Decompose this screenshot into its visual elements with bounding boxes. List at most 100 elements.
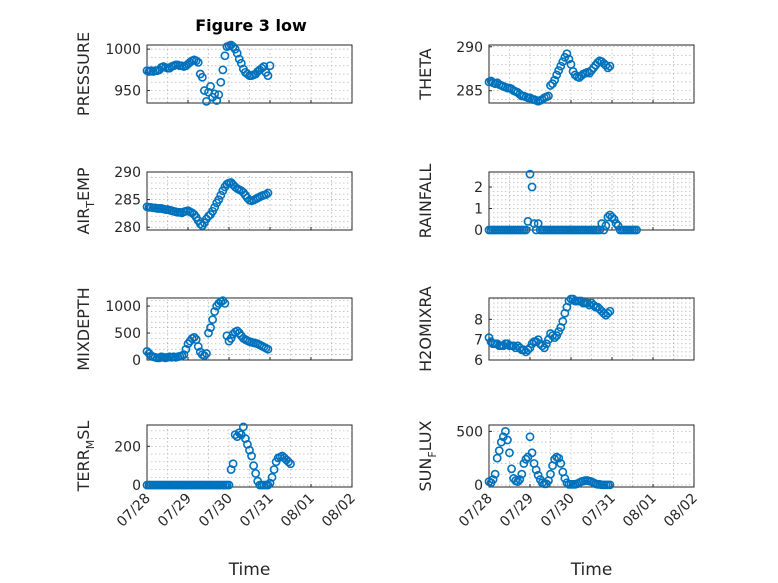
y-axis-label-main: PRESSURE (74, 32, 93, 116)
y-axis-label: RAINFALL (416, 164, 435, 239)
data-point (523, 345, 533, 355)
data-point (632, 225, 641, 235)
data-point (208, 315, 217, 324)
data-point (507, 464, 516, 474)
y-tick-label: 200 (114, 439, 141, 455)
data-point (605, 480, 615, 490)
data-point (216, 77, 226, 87)
y-tick-label: 500 (114, 326, 141, 342)
data-point (230, 44, 240, 54)
y-tick-label: 0 (474, 223, 483, 239)
data-point (249, 461, 258, 471)
y-tick-label: 280 (114, 220, 141, 236)
data-point (560, 474, 570, 483)
data-point (494, 446, 504, 456)
data-point (517, 469, 527, 479)
y-axis-label: AIRTEMP (74, 167, 97, 234)
data-point (556, 61, 566, 71)
data-point (263, 480, 273, 490)
y-tick-label: 1000 (105, 42, 141, 58)
y-tick-label: 290 (114, 165, 141, 181)
y-axis-label-main: MIXDEPTH (74, 287, 93, 370)
data-point (206, 323, 215, 333)
data-point (243, 69, 252, 79)
data-point (179, 350, 189, 360)
data-point (500, 427, 510, 436)
data-point (519, 459, 529, 468)
y-axis-label-tail: SL (74, 421, 93, 440)
x-tick-label: 07/30 (538, 491, 578, 531)
y-axis-label-main: THETA (416, 48, 435, 100)
x-tick-label: 07/29 (155, 491, 195, 531)
data-point (214, 90, 224, 100)
data-point (527, 448, 537, 458)
axes-frame (146, 424, 353, 488)
data-point (220, 298, 230, 308)
subplot-2: 285 290 THETA (416, 40, 695, 106)
data-point (521, 225, 531, 235)
subplot-4: 0 1 2 RAINFALL (416, 164, 695, 239)
x-tick-label: 07/31 (579, 491, 619, 531)
data-point (195, 219, 205, 229)
data-point (226, 334, 236, 343)
y-axis-label-tail: LUX (416, 420, 435, 451)
y-tick-label: 8 (474, 312, 483, 328)
data-point (199, 351, 209, 361)
data-point (210, 202, 220, 212)
data-point (263, 344, 273, 354)
data-point (286, 459, 295, 469)
x-axis-label: Time (228, 560, 271, 580)
data-point (609, 214, 619, 224)
x-tick-label: 07/31 (237, 491, 277, 531)
x-tick-label: 08/02 (661, 491, 701, 531)
data-point (247, 451, 256, 461)
y-tick-label: 950 (114, 84, 141, 100)
data-point (218, 65, 228, 75)
y-tick-label: 0 (132, 478, 141, 494)
subplot-8: 07/28 07/29 07/30 07/31 08/01 08/02 0 500 SUNFLU… (416, 420, 701, 580)
x-tick-label: 08/01 (278, 491, 318, 531)
data-point (267, 472, 277, 482)
data-point (605, 61, 615, 71)
data-point (284, 457, 293, 467)
data-point (269, 465, 279, 474)
data-point (193, 58, 203, 67)
data-point (234, 428, 244, 438)
y-tick-label: 0 (132, 353, 141, 369)
data-point (265, 61, 275, 71)
data-point (210, 307, 220, 316)
data-point (601, 221, 611, 231)
figure-title: Figure 3 low (195, 16, 307, 35)
y-tick-label: 290 (456, 40, 483, 56)
y-axis-label: MIXDEPTH (74, 287, 93, 370)
data-point (206, 82, 215, 91)
x-tick-label: 08/01 (620, 491, 660, 531)
data-point (546, 81, 555, 90)
data-point (515, 475, 525, 484)
data-point (556, 459, 566, 468)
data-point (554, 66, 564, 75)
y-axis-label-main: TERR (74, 449, 93, 492)
data-point (263, 71, 273, 81)
data-point (202, 96, 211, 106)
y-axis-label: TERRMSL (74, 421, 97, 493)
subplot-3: 280 285 290 AIRTEMP (74, 165, 353, 236)
x-tick-label: 07/28 (114, 491, 154, 531)
subplot-1: 950 1000 PRESSURE (74, 32, 353, 116)
data-point (230, 430, 240, 440)
data-point (521, 454, 531, 464)
data-point (603, 63, 613, 73)
data-point (562, 49, 572, 59)
x-tick-label: 07/29 (497, 491, 537, 531)
data-point (607, 212, 617, 222)
y-axis-label: THETA (416, 48, 435, 100)
data-point (599, 225, 609, 235)
y-tick-label: 285 (456, 84, 483, 100)
data-point (202, 349, 211, 358)
data-point (546, 469, 555, 479)
data-point (554, 453, 564, 463)
axes-frame (146, 297, 353, 361)
x-tick-label: 07/30 (196, 491, 236, 531)
data-point (503, 435, 512, 445)
